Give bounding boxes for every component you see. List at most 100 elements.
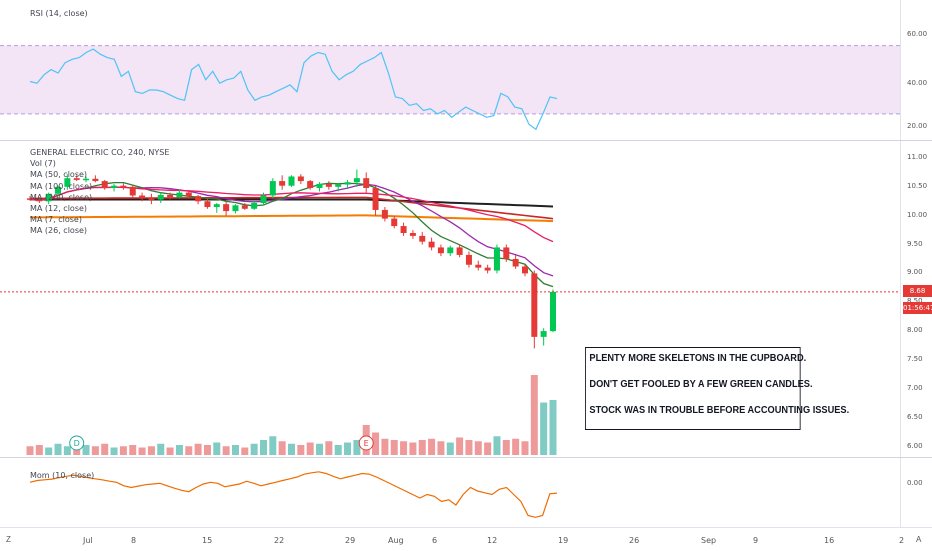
- candle-body: [550, 291, 556, 332]
- candle-body: [400, 226, 407, 234]
- price-scale[interactable]: 11.00 10.50 10.00 9.50 9.00 8.50 8.00 7.50 7.00 6…: [900, 141, 932, 457]
- volume-bar: [45, 447, 53, 455]
- candle-body: [101, 181, 108, 189]
- candle-body: [129, 186, 136, 196]
- price-tick: 8.50: [907, 297, 923, 305]
- volume-bar: [278, 441, 286, 455]
- candle-body: [64, 178, 71, 187]
- volume-bar: [91, 446, 99, 455]
- time-axis[interactable]: Z A Jul 8 15 22 29 Aug 6 12 19 26 Sep 9 16 2: [0, 527, 932, 551]
- candle-body: [363, 178, 370, 189]
- candle-body: [27, 198, 33, 200]
- legend-vol[interactable]: Vol (7): [30, 159, 56, 169]
- candle-body: [540, 331, 547, 337]
- symbol-title[interactable]: GENERAL ELECTRIC CO, 240, NYSE: [30, 148, 170, 157]
- annotation-line: PLENTY MORE SKELETONS IN THE CUPBOARD.: [589, 352, 807, 364]
- volume-bar: [502, 440, 510, 455]
- event-marker: [358, 435, 374, 451]
- price-tick: 9.50: [907, 239, 923, 248]
- rsi-line: [29, 48, 558, 131]
- candle-body: [111, 185, 118, 189]
- candle-body: [512, 258, 519, 267]
- volume-bar: [138, 447, 146, 455]
- legend-ma26[interactable]: MA (26, close): [30, 226, 88, 236]
- event-label: E: [364, 439, 369, 448]
- last-price-tag: 8.68: [903, 285, 932, 297]
- volume-bar: [428, 438, 436, 455]
- time-tick: 8: [131, 536, 137, 545]
- time-tick: 12: [487, 536, 498, 545]
- price-tick: 9.00: [907, 268, 923, 277]
- candle-body: [241, 205, 248, 209]
- candle-body: [325, 183, 332, 187]
- text-annotation[interactable]: PLENTY MORE SKELETONS IN THE CUPBOARD. D…: [585, 347, 849, 430]
- price-tick: 6.00: [907, 441, 923, 450]
- legend-ma100[interactable]: MA (100, close): [30, 181, 93, 191]
- volume-bar: [372, 432, 380, 455]
- volume-bar: [334, 445, 342, 455]
- candle-body: [335, 184, 342, 187]
- rsi-chart: [0, 45, 900, 131]
- momentum-pane[interactable]: Mom (10, close): [0, 458, 900, 527]
- candle-body: [353, 178, 360, 183]
- candle-body: [279, 181, 286, 186]
- legend-ma12[interactable]: MA (12, close): [30, 204, 88, 214]
- candle-body: [465, 254, 472, 265]
- candle-body: [297, 176, 304, 182]
- auto-scale-icon[interactable]: A: [916, 535, 922, 544]
- volume-bar: [259, 440, 267, 455]
- rsi-scale[interactable]: 60.00 40.00 20.00: [900, 0, 932, 140]
- volume-bar: [54, 443, 62, 455]
- candle-body: [475, 264, 482, 268]
- candle-body: [120, 185, 127, 188]
- volume-bar: [147, 446, 155, 455]
- price-tick: 8.00: [907, 326, 923, 335]
- candle-body: [251, 203, 258, 209]
- annotation-line: DON'T GET FOOLED BY A FEW GREEN CANDLES.: [589, 378, 813, 390]
- volume-bar: [63, 446, 71, 455]
- ma7-line: [29, 181, 554, 288]
- price-tick: 10.50: [907, 181, 928, 190]
- rsi-tick: 60.00: [907, 30, 928, 38]
- momentum-scale[interactable]: 0.00: [900, 458, 932, 527]
- candle-body: [316, 183, 323, 189]
- event-marker: [69, 435, 85, 451]
- candle-body: [503, 247, 510, 259]
- candle-body: [372, 188, 379, 210]
- candle-body: [391, 218, 398, 227]
- volume-bar: [390, 440, 398, 455]
- candle-body: [73, 178, 80, 180]
- time-tick: Sep: [701, 536, 717, 545]
- time-tick: 2: [899, 536, 905, 545]
- legend-ma50[interactable]: MA (50, close): [30, 170, 88, 180]
- time-tick: 15: [202, 536, 213, 545]
- candle-body: [307, 181, 314, 189]
- time-tick: 6: [432, 536, 438, 545]
- price-tick: 6.50: [907, 412, 923, 421]
- rsi-legend-text: RSI (14, close): [30, 9, 88, 18]
- candle-body: [344, 182, 351, 185]
- pane-separator[interactable]: [0, 457, 932, 458]
- candle-body: [232, 205, 239, 212]
- pane-separator[interactable]: [0, 140, 932, 141]
- legend-ma7[interactable]: MA (7, close): [30, 215, 82, 225]
- volume-bar: [119, 446, 127, 455]
- volume-bar: [325, 441, 333, 455]
- time-tick: 19: [558, 536, 569, 545]
- zoom-icon[interactable]: Z: [6, 535, 11, 544]
- volume-bar: [250, 443, 258, 455]
- volume-bar: [540, 402, 548, 455]
- legend-ma200[interactable]: MA (200, close): [30, 192, 93, 202]
- candle-body: [139, 195, 146, 199]
- candle-body: [92, 178, 99, 182]
- time-tick: 9: [753, 536, 759, 545]
- candle-body: [176, 192, 183, 198]
- momentum-legend: Mom (10, close): [30, 470, 94, 481]
- volume-bar: [110, 447, 118, 455]
- volume-bar: [521, 441, 529, 455]
- ma200-line: [30, 214, 554, 223]
- rsi-pane[interactable]: RSI (14, close): [0, 0, 900, 140]
- time-tick: 16: [824, 536, 835, 545]
